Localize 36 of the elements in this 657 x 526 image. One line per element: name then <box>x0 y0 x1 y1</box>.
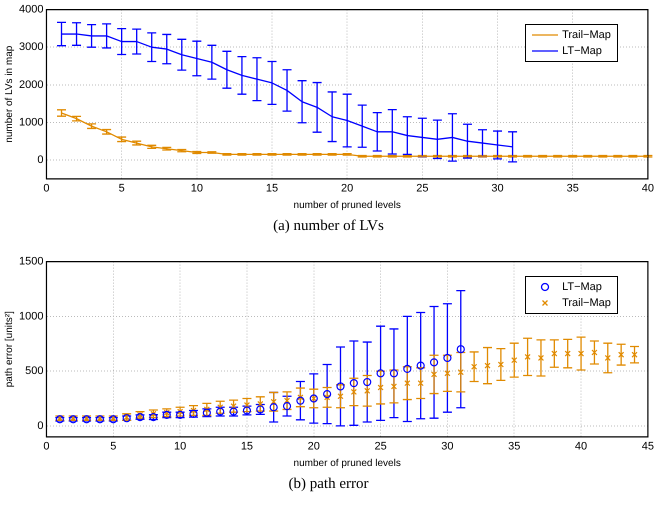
y-tick-label: 4000 <box>18 4 44 16</box>
x-tick-label: 45 <box>642 440 654 452</box>
x-tick-label: 30 <box>491 182 504 194</box>
x-tick-label: 40 <box>642 182 654 194</box>
y-tick-label: 0 <box>37 154 44 166</box>
y-tick-label: 3000 <box>18 41 44 54</box>
y-tick-label: 0 <box>37 420 44 432</box>
y-tick-label: 1000 <box>18 116 44 128</box>
legend-label: LT−Map <box>562 44 602 57</box>
x-tick-label: 10 <box>190 182 203 194</box>
y-axis-title: number of LVs in map <box>4 45 15 143</box>
y-tick-label: 1500 <box>18 256 44 268</box>
text: (b) path error <box>288 475 370 494</box>
y-tick-label: 1000 <box>18 310 44 322</box>
x-tick-label: 35 <box>566 182 579 194</box>
text: (a) number of LVs <box>272 217 385 236</box>
x-tick-label: 5 <box>118 182 125 194</box>
legend-label: Trail−Map <box>562 296 611 309</box>
x-tick-label: 20 <box>308 440 320 452</box>
x-tick-label: 20 <box>341 182 354 194</box>
x-tick-label: 40 <box>574 440 588 452</box>
x-axis-title: number of pruned levels <box>294 458 401 469</box>
x-tick-label: 15 <box>240 440 254 452</box>
x-tick-label: 25 <box>416 182 428 194</box>
y-tick-label: 2000 <box>18 78 44 91</box>
legend-label: Trail−Map <box>562 28 611 41</box>
x-tick-label: 25 <box>374 440 387 452</box>
x-tick-label: 30 <box>441 440 454 452</box>
x-tick-label: 5 <box>110 440 116 452</box>
legend-label: LT−Map <box>562 280 602 293</box>
x-tick-label: 10 <box>174 440 186 452</box>
y-axis-title: path error [units²] <box>4 310 15 388</box>
x-tick-label: 15 <box>266 182 278 194</box>
x-tick-label: 35 <box>508 440 520 452</box>
x-axis-title: number of pruned levels <box>294 200 401 211</box>
y-tick-label: 500 <box>25 365 44 378</box>
